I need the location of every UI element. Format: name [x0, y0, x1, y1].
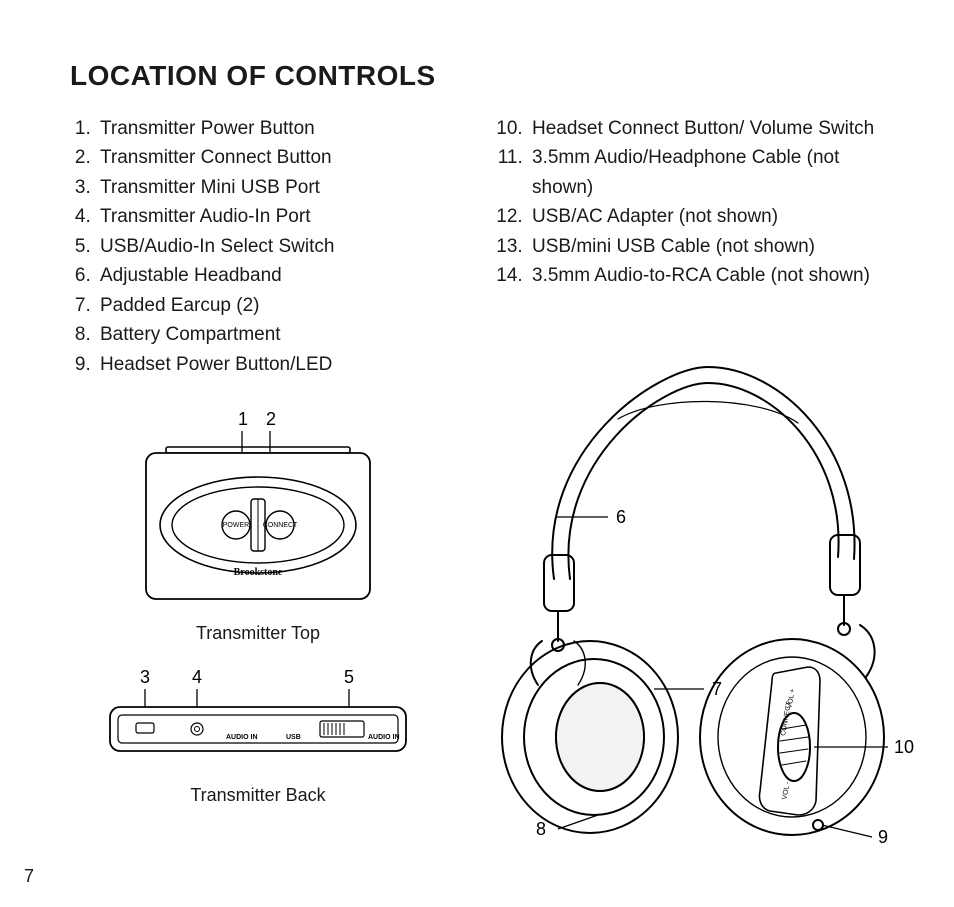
headphones-svg: VOL + CONNECT VOL - 6 7 8 10 9 — [458, 349, 918, 859]
label-audio-in-back: AUDIO IN — [226, 734, 258, 741]
control-item: Padded Earcup (2) — [96, 291, 462, 320]
control-item: 3.5mm Audio/Headphone Cable (not shown) — [528, 143, 894, 202]
callout-5: 5 — [344, 667, 354, 687]
figure-headphones: VOL + CONNECT VOL - 6 7 8 10 9 — [458, 349, 918, 859]
tx-power-label: POWER — [223, 522, 249, 529]
controls-right-col: Headset Connect Button/ Volume Switch3.5… — [502, 114, 894, 379]
controls-columns: Transmitter Power ButtonTransmitter Conn… — [70, 114, 894, 379]
headband-outer — [552, 367, 854, 579]
right-yoke-outer — [860, 625, 875, 677]
callout-4: 4 — [192, 667, 202, 687]
control-item: Transmitter Connect Button — [96, 143, 462, 172]
control-item: 3.5mm Audio-to-RCA Cable (not shown) — [528, 261, 894, 290]
caption-transmitter-back: Transmitter Back — [78, 785, 438, 806]
label-audio-in-switch: AUDIO IN — [368, 734, 400, 741]
callout-9: 9 — [878, 827, 888, 847]
control-item: USB/Audio-In Select Switch — [96, 232, 462, 261]
headset-jack — [813, 820, 823, 830]
page-number: 7 — [24, 866, 34, 887]
figures-area: 1 2 POWER CONNECT — [70, 397, 894, 867]
control-item: Transmitter Audio-In Port — [96, 202, 462, 231]
callout-10: 10 — [894, 737, 914, 757]
control-item: USB/AC Adapter (not shown) — [528, 202, 894, 231]
caption-transmitter-top: Transmitter Top — [98, 623, 418, 644]
left-yoke-back — [574, 641, 585, 685]
leader-8 — [558, 815, 598, 829]
control-item: Transmitter Power Button — [96, 114, 462, 143]
tx-connect-label: CONNECT — [263, 522, 298, 529]
tx-back-inner — [118, 715, 398, 743]
callout-7: 7 — [712, 679, 722, 699]
control-item: Headset Power Button/LED — [96, 350, 462, 379]
transmitter-back-svg: 3 4 5 AUDIO IN USB — [88, 665, 428, 775]
control-item: Headset Connect Button/ Volume Switch — [528, 114, 894, 143]
controls-left-col: Transmitter Power ButtonTransmitter Conn… — [70, 114, 462, 379]
left-yoke-front — [531, 641, 542, 685]
manual-page: LOCATION OF CONTROLS Transmitter Power B… — [0, 0, 954, 907]
controls-list-left: Transmitter Power ButtonTransmitter Conn… — [70, 114, 462, 379]
controls-list-right: Headset Connect Button/ Volume Switch3.5… — [502, 114, 894, 291]
page-title: LOCATION OF CONTROLS — [70, 60, 894, 92]
callout-3: 3 — [140, 667, 150, 687]
callout-8: 8 — [536, 819, 546, 839]
control-item: Adjustable Headband — [96, 261, 462, 290]
label-usb-back: USB — [286, 734, 301, 741]
tx-brand: Brookstone — [234, 567, 283, 578]
leader-9 — [822, 825, 872, 837]
callout-2: 2 — [266, 409, 276, 429]
callout-6: 6 — [616, 507, 626, 527]
control-item: Transmitter Mini USB Port — [96, 173, 462, 202]
transmitter-top-svg: 1 2 POWER CONNECT — [108, 407, 408, 617]
headphones-outline — [502, 367, 884, 835]
figure-transmitter-back: 3 4 5 AUDIO IN USB — [78, 665, 438, 806]
headband-inner — [568, 383, 838, 579]
callout-1: 1 — [238, 409, 248, 429]
control-item: Battery Compartment — [96, 320, 462, 349]
control-item: USB/mini USB Cable (not shown) — [528, 232, 894, 261]
figure-transmitter-top: 1 2 POWER CONNECT — [98, 407, 418, 644]
